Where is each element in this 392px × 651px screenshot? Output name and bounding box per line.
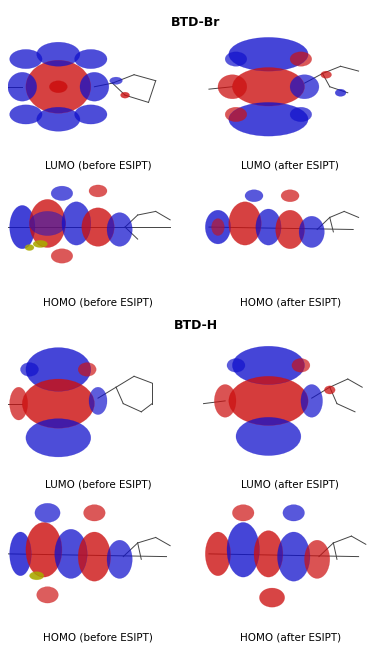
Ellipse shape <box>10 387 28 420</box>
Ellipse shape <box>232 505 254 521</box>
Text: HOMO (before ESIPT): HOMO (before ESIPT) <box>43 633 153 643</box>
Ellipse shape <box>305 540 330 579</box>
Ellipse shape <box>26 522 62 577</box>
Ellipse shape <box>276 210 305 249</box>
Ellipse shape <box>82 208 114 246</box>
Ellipse shape <box>214 385 236 417</box>
Ellipse shape <box>26 348 91 391</box>
Ellipse shape <box>26 419 91 457</box>
Ellipse shape <box>25 245 34 251</box>
Ellipse shape <box>74 105 107 124</box>
Ellipse shape <box>35 503 60 522</box>
Ellipse shape <box>74 49 107 69</box>
Text: BTD-H: BTD-H <box>174 319 218 332</box>
Text: HOMO (after ESIPT): HOMO (after ESIPT) <box>240 633 341 643</box>
Ellipse shape <box>225 52 247 66</box>
Ellipse shape <box>229 376 308 426</box>
Ellipse shape <box>321 71 332 78</box>
Ellipse shape <box>33 240 47 247</box>
Ellipse shape <box>205 532 230 575</box>
Ellipse shape <box>29 212 65 236</box>
Ellipse shape <box>10 206 35 249</box>
Ellipse shape <box>55 529 87 579</box>
Ellipse shape <box>260 588 285 607</box>
Ellipse shape <box>290 75 319 99</box>
Ellipse shape <box>107 213 132 246</box>
Text: LUMO (before ESIPT): LUMO (before ESIPT) <box>45 161 151 171</box>
Ellipse shape <box>324 386 335 394</box>
Ellipse shape <box>10 105 42 124</box>
Ellipse shape <box>229 102 308 136</box>
Text: BTD-Br: BTD-Br <box>171 16 221 29</box>
Ellipse shape <box>245 189 263 202</box>
Ellipse shape <box>37 107 80 132</box>
Ellipse shape <box>26 61 91 113</box>
Ellipse shape <box>20 363 38 376</box>
Ellipse shape <box>227 359 245 372</box>
Text: LUMO (after ESIPT): LUMO (after ESIPT) <box>241 480 339 490</box>
Ellipse shape <box>236 417 301 456</box>
Ellipse shape <box>335 89 346 96</box>
Ellipse shape <box>22 379 94 428</box>
Ellipse shape <box>301 385 323 417</box>
Ellipse shape <box>290 52 312 66</box>
Ellipse shape <box>29 199 65 247</box>
Ellipse shape <box>89 185 107 197</box>
Ellipse shape <box>205 210 230 244</box>
Ellipse shape <box>299 216 324 247</box>
Text: LUMO (before ESIPT): LUMO (before ESIPT) <box>45 480 151 490</box>
Text: HOMO (before ESIPT): HOMO (before ESIPT) <box>43 298 153 307</box>
Ellipse shape <box>83 505 105 521</box>
Ellipse shape <box>37 587 58 603</box>
Ellipse shape <box>62 202 91 245</box>
Ellipse shape <box>10 532 31 575</box>
Text: LUMO (after ESIPT): LUMO (after ESIPT) <box>241 161 339 171</box>
Ellipse shape <box>227 522 260 577</box>
Text: HOMO (after ESIPT): HOMO (after ESIPT) <box>240 298 341 307</box>
Ellipse shape <box>278 532 310 581</box>
Ellipse shape <box>78 363 96 376</box>
Ellipse shape <box>51 186 73 201</box>
Ellipse shape <box>225 107 247 122</box>
Ellipse shape <box>29 572 44 580</box>
Ellipse shape <box>254 531 283 577</box>
Ellipse shape <box>51 249 73 263</box>
Ellipse shape <box>121 92 129 98</box>
Ellipse shape <box>229 202 261 245</box>
Ellipse shape <box>107 540 132 579</box>
Ellipse shape <box>281 189 299 202</box>
Ellipse shape <box>10 49 42 69</box>
Ellipse shape <box>37 42 80 66</box>
Ellipse shape <box>283 505 305 521</box>
Ellipse shape <box>229 37 308 71</box>
Ellipse shape <box>80 72 109 101</box>
Ellipse shape <box>89 387 107 415</box>
Ellipse shape <box>218 75 247 99</box>
Ellipse shape <box>292 359 310 372</box>
Ellipse shape <box>8 72 37 101</box>
Ellipse shape <box>78 532 111 581</box>
Ellipse shape <box>256 209 281 245</box>
Ellipse shape <box>110 77 122 85</box>
Ellipse shape <box>232 68 305 106</box>
Ellipse shape <box>290 107 312 122</box>
Ellipse shape <box>212 219 224 236</box>
Ellipse shape <box>232 346 305 385</box>
Ellipse shape <box>49 81 67 93</box>
